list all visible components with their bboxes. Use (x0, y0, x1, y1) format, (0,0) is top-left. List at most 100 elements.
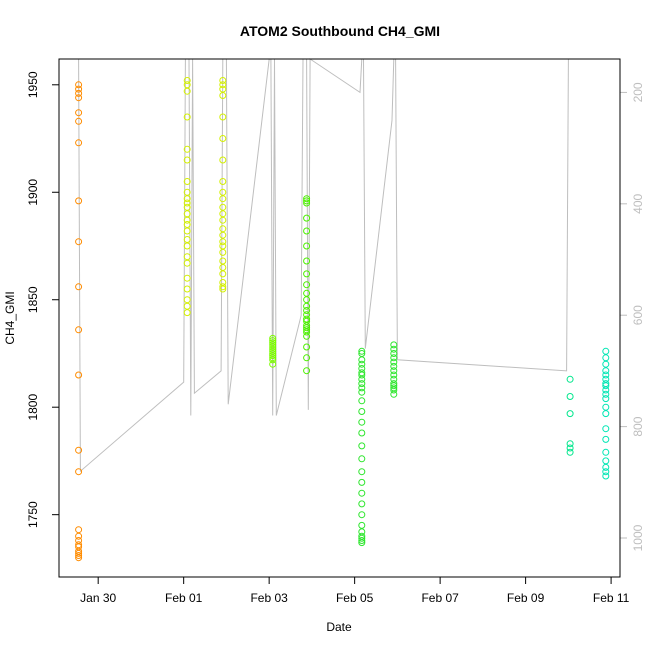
data-point (390, 367, 398, 375)
secondary-y-tick-label: 800 (631, 416, 645, 436)
data-point (219, 270, 227, 278)
data-point (219, 77, 227, 84)
data-point (390, 341, 398, 349)
data-point (303, 227, 311, 235)
secondary-y-tick-label: 600 (631, 305, 645, 325)
data-point (219, 248, 227, 256)
data-point (358, 347, 366, 355)
data-point (75, 549, 83, 557)
data-point (183, 285, 191, 293)
data-point (183, 309, 191, 317)
data-point (183, 156, 191, 164)
data-point (358, 511, 366, 519)
y-tick-label: 1900 (26, 179, 40, 206)
data-point (183, 113, 191, 121)
data-point (566, 448, 574, 456)
y-tick-label: 1950 (26, 71, 40, 98)
data-point (219, 216, 227, 224)
data-point (75, 109, 83, 117)
data-point (219, 178, 227, 185)
data-point (390, 358, 398, 366)
data-point (75, 552, 83, 559)
data-point (75, 532, 83, 540)
x-tick-label: Feb 03 (250, 591, 288, 605)
secondary-y-tick-label: 400 (631, 193, 645, 213)
x-tick-label: Jan 30 (80, 591, 116, 605)
data-point (602, 435, 610, 443)
data-point (183, 227, 191, 235)
data-point (602, 468, 610, 476)
data-point (75, 81, 83, 89)
data-point (75, 446, 83, 454)
y-axis-label: CH4_GMI (3, 291, 17, 344)
data-point (602, 463, 610, 471)
data-point (183, 274, 191, 282)
data-point (183, 178, 191, 185)
x-tick-label: Feb 09 (507, 591, 545, 605)
data-point (75, 283, 83, 291)
data-point (269, 360, 277, 368)
data-point (358, 489, 366, 497)
x-tick-label: Feb 07 (421, 591, 459, 605)
data-point (269, 356, 277, 364)
data-point (566, 410, 574, 418)
data-point (358, 418, 366, 426)
data-point (358, 429, 366, 437)
data-point (303, 195, 311, 203)
data-point (602, 367, 610, 375)
data-point (390, 345, 398, 353)
data-point (75, 89, 83, 97)
x-axis-label: Date (326, 620, 352, 634)
data-point (75, 238, 83, 246)
data-point (602, 386, 610, 394)
data-point (219, 195, 227, 203)
data-point (75, 197, 83, 205)
data-point (390, 362, 398, 370)
data-point (358, 534, 366, 542)
data-point (219, 81, 227, 89)
data-point (602, 425, 610, 433)
data-point (183, 145, 191, 153)
data-point (358, 478, 366, 486)
data-point (602, 395, 610, 403)
data-point (75, 554, 83, 562)
data-point (219, 283, 227, 291)
data-point (602, 390, 610, 398)
data-point (303, 302, 311, 310)
data-point (358, 539, 366, 547)
data-point (183, 216, 191, 224)
data-point (602, 410, 610, 418)
data-point (390, 371, 398, 379)
data-point (358, 408, 366, 415)
data-point (75, 85, 83, 93)
data-point (183, 199, 191, 207)
data-point (602, 382, 610, 390)
data-point (219, 135, 227, 142)
data-point (390, 390, 398, 398)
data-point (358, 537, 366, 544)
plot-frame (58, 58, 621, 578)
data-point (390, 350, 398, 357)
data-point (303, 257, 311, 265)
data-point (303, 367, 311, 375)
altitude-line (76, 58, 610, 473)
data-point (358, 442, 366, 450)
x-tick-label: Feb 05 (336, 591, 374, 605)
data-point (358, 375, 366, 383)
data-point (183, 259, 191, 267)
data-point (390, 382, 398, 390)
data-point (358, 360, 366, 368)
y-tick-label: 1750 (26, 501, 40, 528)
data-point (566, 440, 574, 448)
x-tick-label: Feb 01 (165, 591, 203, 605)
y-tick-label: 1850 (26, 286, 40, 313)
data-point (75, 117, 83, 125)
data-point (75, 94, 83, 102)
data-point (303, 307, 311, 314)
data-point (303, 354, 311, 362)
data-point (566, 393, 574, 400)
data-point (358, 388, 366, 396)
data-point (358, 455, 366, 463)
